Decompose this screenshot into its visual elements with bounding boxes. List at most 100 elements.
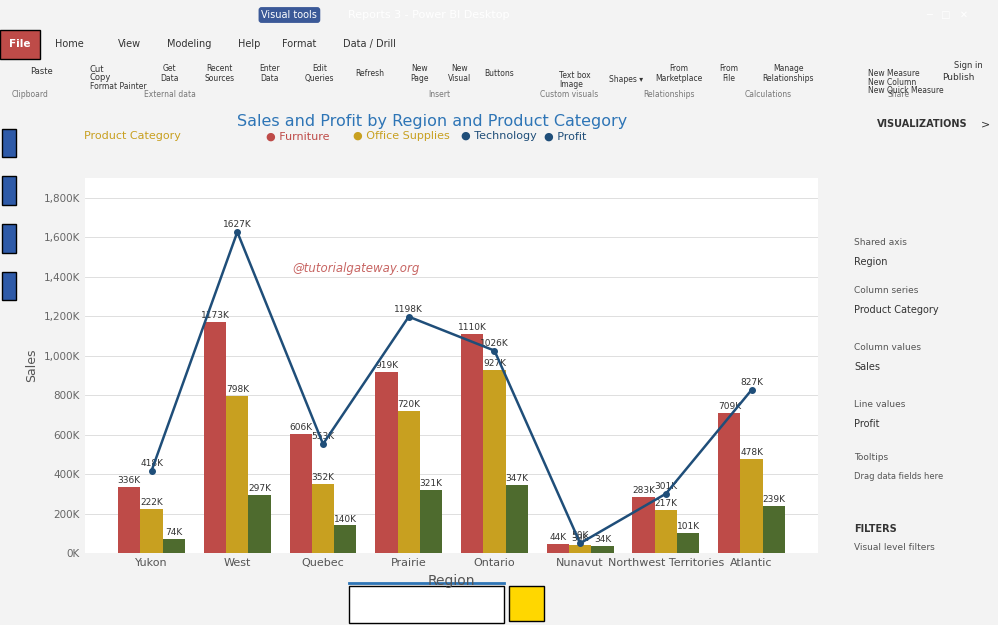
Text: From
Marketplace: From Marketplace: [655, 64, 703, 83]
Text: Format: Format: [282, 39, 316, 49]
Text: Column values: Column values: [854, 343, 921, 352]
FancyBboxPatch shape: [2, 224, 16, 253]
Bar: [461, 334, 483, 553]
Text: 336K: 336K: [118, 476, 141, 485]
Text: Product Category: Product Category: [84, 131, 181, 141]
Bar: [312, 484, 334, 553]
FancyBboxPatch shape: [0, 30, 40, 59]
Text: Clipboard: Clipboard: [12, 90, 48, 99]
Text: File: File: [9, 39, 31, 49]
Text: 1110K: 1110K: [458, 323, 487, 332]
Text: External data: External data: [144, 90, 196, 99]
Text: 34K: 34K: [594, 536, 611, 544]
Text: ● Profit: ● Profit: [544, 131, 587, 141]
Bar: [547, 544, 569, 553]
Text: 239K: 239K: [762, 495, 785, 504]
Text: Data / Drill: Data / Drill: [343, 39, 395, 49]
Bar: [141, 509, 163, 553]
Bar: [483, 370, 506, 553]
X-axis label: Region: Region: [428, 574, 475, 588]
Bar: [569, 546, 591, 553]
Text: View: View: [118, 39, 142, 49]
Bar: [655, 510, 677, 553]
Text: FILTERS: FILTERS: [854, 524, 896, 534]
Text: 301K: 301K: [655, 482, 678, 491]
Text: 283K: 283K: [632, 486, 655, 495]
Text: Calculations: Calculations: [745, 90, 792, 99]
Text: Tooltips: Tooltips: [854, 452, 888, 462]
Text: Paste: Paste: [30, 67, 53, 76]
Text: Custom visuals: Custom visuals: [540, 90, 598, 99]
Text: 347K: 347K: [505, 474, 528, 482]
Text: 827K: 827K: [741, 378, 763, 387]
Text: Image: Image: [559, 80, 583, 89]
Text: 74K: 74K: [166, 528, 183, 536]
Text: 418K: 418K: [140, 459, 163, 468]
Text: Sales: Sales: [854, 362, 880, 372]
Text: 44K: 44K: [549, 534, 567, 542]
Text: 39K: 39K: [572, 534, 589, 544]
Text: VISUALIZATIONS: VISUALIZATIONS: [877, 119, 967, 129]
Text: 553K: 553K: [311, 432, 334, 441]
Text: Help: Help: [239, 39, 260, 49]
Bar: [289, 434, 312, 553]
Bar: [420, 490, 442, 553]
Y-axis label: Sales: Sales: [25, 349, 38, 382]
Text: Modeling: Modeling: [168, 39, 212, 49]
Bar: [204, 322, 227, 553]
Text: 1026K: 1026K: [480, 339, 509, 348]
Text: 720K: 720K: [397, 400, 420, 409]
Text: Cut: Cut: [90, 65, 105, 74]
Text: 478K: 478K: [741, 448, 763, 457]
Text: 606K: 606K: [289, 422, 312, 431]
Text: Publish: Publish: [942, 73, 974, 82]
Text: 927K: 927K: [483, 359, 506, 368]
Bar: [397, 411, 420, 553]
Text: @tutorialgateway.org: @tutorialgateway.org: [292, 262, 420, 275]
Bar: [591, 546, 614, 553]
Text: 1627K: 1627K: [223, 220, 251, 229]
Text: New
Visual: New Visual: [447, 64, 471, 83]
FancyBboxPatch shape: [349, 586, 504, 622]
Bar: [719, 413, 741, 553]
Text: Home: Home: [56, 39, 84, 49]
Bar: [118, 487, 141, 553]
Bar: [741, 459, 762, 553]
Text: 352K: 352K: [311, 472, 334, 482]
Text: 140K: 140K: [333, 514, 357, 524]
Bar: [506, 484, 528, 553]
Text: Refresh: Refresh: [354, 69, 384, 78]
FancyBboxPatch shape: [2, 176, 16, 205]
Text: New Quick Measure: New Quick Measure: [868, 86, 944, 95]
Text: New Measure: New Measure: [868, 69, 920, 78]
Text: 1198K: 1198K: [394, 305, 423, 314]
FancyBboxPatch shape: [509, 586, 544, 621]
Text: Line values: Line values: [854, 400, 905, 409]
Text: Shared axis: Shared axis: [854, 238, 907, 248]
Text: Enter
Data: Enter Data: [259, 64, 279, 83]
Bar: [762, 506, 785, 553]
Text: Insert: Insert: [428, 90, 450, 99]
Text: Profit: Profit: [854, 419, 879, 429]
Text: Buttons: Buttons: [484, 69, 514, 78]
Text: Product Category: Product Category: [854, 305, 938, 315]
Text: New
Page: New Page: [410, 64, 428, 83]
Text: 50K: 50K: [572, 531, 589, 540]
Bar: [227, 396, 249, 553]
Text: 297K: 297K: [249, 484, 271, 492]
Bar: [249, 494, 270, 553]
Text: Visual tools: Visual tools: [261, 10, 317, 20]
Text: Edit
Queries: Edit Queries: [304, 64, 334, 83]
Text: 222K: 222K: [141, 498, 163, 508]
Text: Drag data fields here: Drag data fields here: [854, 472, 943, 481]
Text: Region: Region: [854, 258, 887, 268]
Text: ● Office Supplies: ● Office Supplies: [353, 131, 450, 141]
Text: ─   □   ✕: ─ □ ✕: [926, 10, 968, 20]
Text: Relationships: Relationships: [643, 90, 695, 99]
Text: Sales and Profit by Region and Product Category: Sales and Profit by Region and Product C…: [237, 114, 628, 129]
Text: 709K: 709K: [718, 402, 741, 411]
Bar: [677, 533, 700, 553]
Text: From
File: From File: [719, 64, 739, 83]
Text: Format Painter: Format Painter: [90, 82, 147, 91]
Text: 217K: 217K: [655, 499, 678, 508]
